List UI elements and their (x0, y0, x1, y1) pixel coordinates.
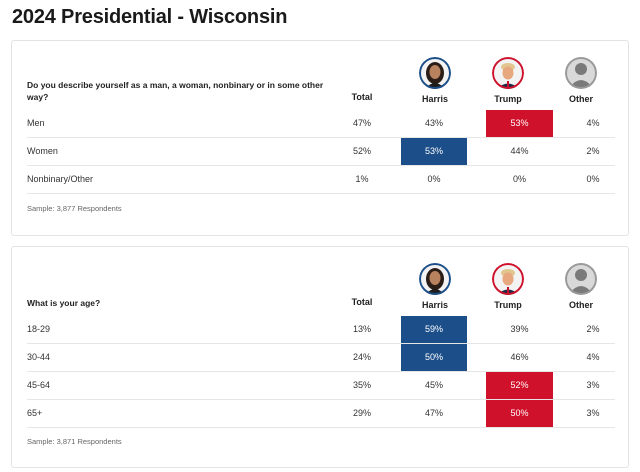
gender-exit-poll-card: Harris Trump Other Do you describe you (11, 40, 629, 236)
trump-cell: 46% (510, 352, 529, 362)
harris-header: Harris (405, 57, 465, 104)
question-gender: Do you describe yourself as a man, a wom… (27, 80, 324, 102)
other-header: Other (551, 263, 611, 310)
table-row: Nonbinary/Other 1% 0% 0% 0% (27, 166, 615, 194)
sample-size: Sample: 3,871 Respondents (27, 437, 122, 446)
harris-header: Harris (405, 263, 465, 310)
other-cell: 2% (586, 146, 600, 156)
trump-header: Trump (478, 57, 538, 104)
other-cell: 2% (586, 324, 600, 334)
harris-cell: 0% (427, 174, 441, 184)
other-cell: 4% (586, 352, 600, 362)
table-row: 65+ 29% 47% 50% 3% (27, 400, 615, 428)
trump-cell-winner: 50% (486, 400, 553, 427)
trump-cell: 0% (512, 174, 526, 184)
user-placeholder-icon (565, 57, 597, 89)
row-label: 18-29 (27, 324, 51, 334)
table-row: 45-64 35% 45% 52% 3% (27, 372, 615, 400)
harris-portrait-icon (419, 263, 451, 295)
trump-cell-winner: 53% (486, 110, 553, 137)
other-cell: 4% (586, 118, 600, 128)
other-cell: 0% (586, 174, 600, 184)
harris-label: Harris (421, 94, 448, 104)
harris-cell: 47% (424, 408, 443, 418)
total-cell: 35% (352, 380, 371, 390)
row-label: 45-64 (27, 380, 51, 390)
age-exit-poll-card: Harris Trump Other What is your age? (11, 246, 629, 468)
trump-cell-winner: 52% (486, 372, 553, 399)
trump-cell: 44% (510, 146, 529, 156)
total-cell: 47% (352, 118, 371, 128)
harris-cell-winner: 59% (401, 316, 467, 343)
page-title: 2024 Presidential - Wisconsin (12, 6, 288, 28)
harris-portrait-icon (419, 57, 451, 89)
table-row: 30-44 24% 50% 46% 4% (27, 344, 615, 372)
other-header: Other (551, 57, 611, 104)
total-cell: 24% (352, 352, 371, 362)
total-column-header: Total (351, 297, 373, 307)
trump-cell: 39% (510, 324, 529, 334)
harris-cell: 45% (424, 380, 443, 390)
other-label: Other (568, 300, 593, 310)
harris-label: Harris (421, 300, 448, 310)
trump-portrait-icon (492, 57, 524, 89)
trump-label: Trump (494, 300, 522, 310)
other-label: Other (568, 94, 593, 104)
user-placeholder-icon (565, 263, 597, 295)
harris-cell-winner: 50% (401, 344, 467, 371)
row-label: Men (27, 118, 45, 128)
total-column-header: Total (351, 92, 373, 102)
row-label: Nonbinary/Other (27, 174, 94, 184)
other-cell: 3% (586, 380, 600, 390)
trump-header: Trump (478, 263, 538, 310)
sample-size: Sample: 3,877 Respondents (27, 204, 122, 213)
row-label: 65+ (27, 408, 43, 418)
total-cell: 1% (355, 174, 369, 184)
total-cell: 52% (352, 146, 371, 156)
trump-portrait-icon (492, 263, 524, 295)
table-row: Women 52% 53% 44% 2% (27, 138, 615, 166)
question-age: What is your age? (27, 298, 101, 308)
row-label: 30-44 (27, 352, 51, 362)
harris-cell-winner: 53% (401, 138, 467, 165)
harris-cell: 43% (424, 118, 443, 128)
total-cell: 29% (352, 408, 371, 418)
other-cell: 3% (586, 408, 600, 418)
table-row: Men 47% 43% 53% 4% (27, 110, 615, 138)
table-row: 18-29 13% 59% 39% 2% (27, 316, 615, 344)
trump-label: Trump (494, 94, 522, 104)
row-label: Women (27, 146, 58, 156)
total-cell: 13% (352, 324, 371, 334)
